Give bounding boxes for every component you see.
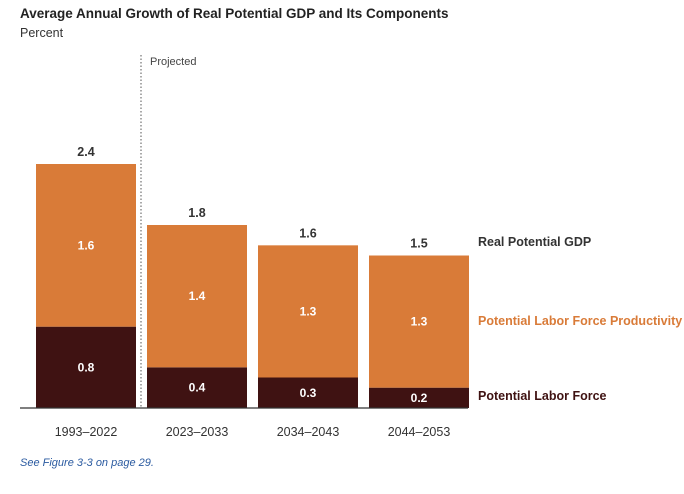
figure-note: See Figure 3-3 on page 29. [20, 457, 154, 469]
data-label-labor-force: 0.4 [189, 381, 206, 395]
legend-productivity: Potential Labor Force Productivity [478, 314, 682, 328]
bar-labor-force [36, 326, 136, 408]
data-label-productivity: 1.3 [300, 304, 317, 318]
bar-labor-force [147, 367, 247, 408]
data-label-labor-force: 0.3 [300, 386, 317, 400]
x-tick-label: 2034–2043 [277, 425, 340, 439]
x-tick-label: 2023–2033 [166, 425, 229, 439]
legend-labor-force: Potential Labor Force [478, 389, 607, 403]
projected-label: Projected [150, 56, 196, 68]
data-label-total: 1.8 [188, 206, 205, 220]
chart-title: Average Annual Growth of Real Potential … [20, 6, 449, 21]
bar-productivity [36, 164, 136, 327]
data-label-total: 1.6 [299, 226, 316, 240]
data-label-labor-force: 0.2 [411, 391, 428, 405]
legend-real-potential-gdp: Real Potential GDP [478, 235, 591, 249]
data-label-productivity: 1.4 [189, 289, 206, 303]
x-tick-label: 2044–2053 [388, 425, 451, 439]
bar-labor-force [369, 387, 469, 408]
bar-productivity [258, 245, 358, 378]
data-label-total: 2.4 [77, 145, 94, 159]
chart-subtitle: Percent [20, 26, 64, 40]
data-label-total: 1.5 [410, 237, 427, 251]
bar-labor-force [258, 377, 358, 408]
data-label-labor-force: 0.8 [78, 360, 95, 374]
bar-productivity [147, 225, 247, 368]
bar-productivity [369, 255, 469, 388]
data-label-productivity: 1.3 [411, 315, 428, 329]
x-tick-label: 1993–2022 [55, 425, 118, 439]
data-label-productivity: 1.6 [78, 238, 95, 252]
